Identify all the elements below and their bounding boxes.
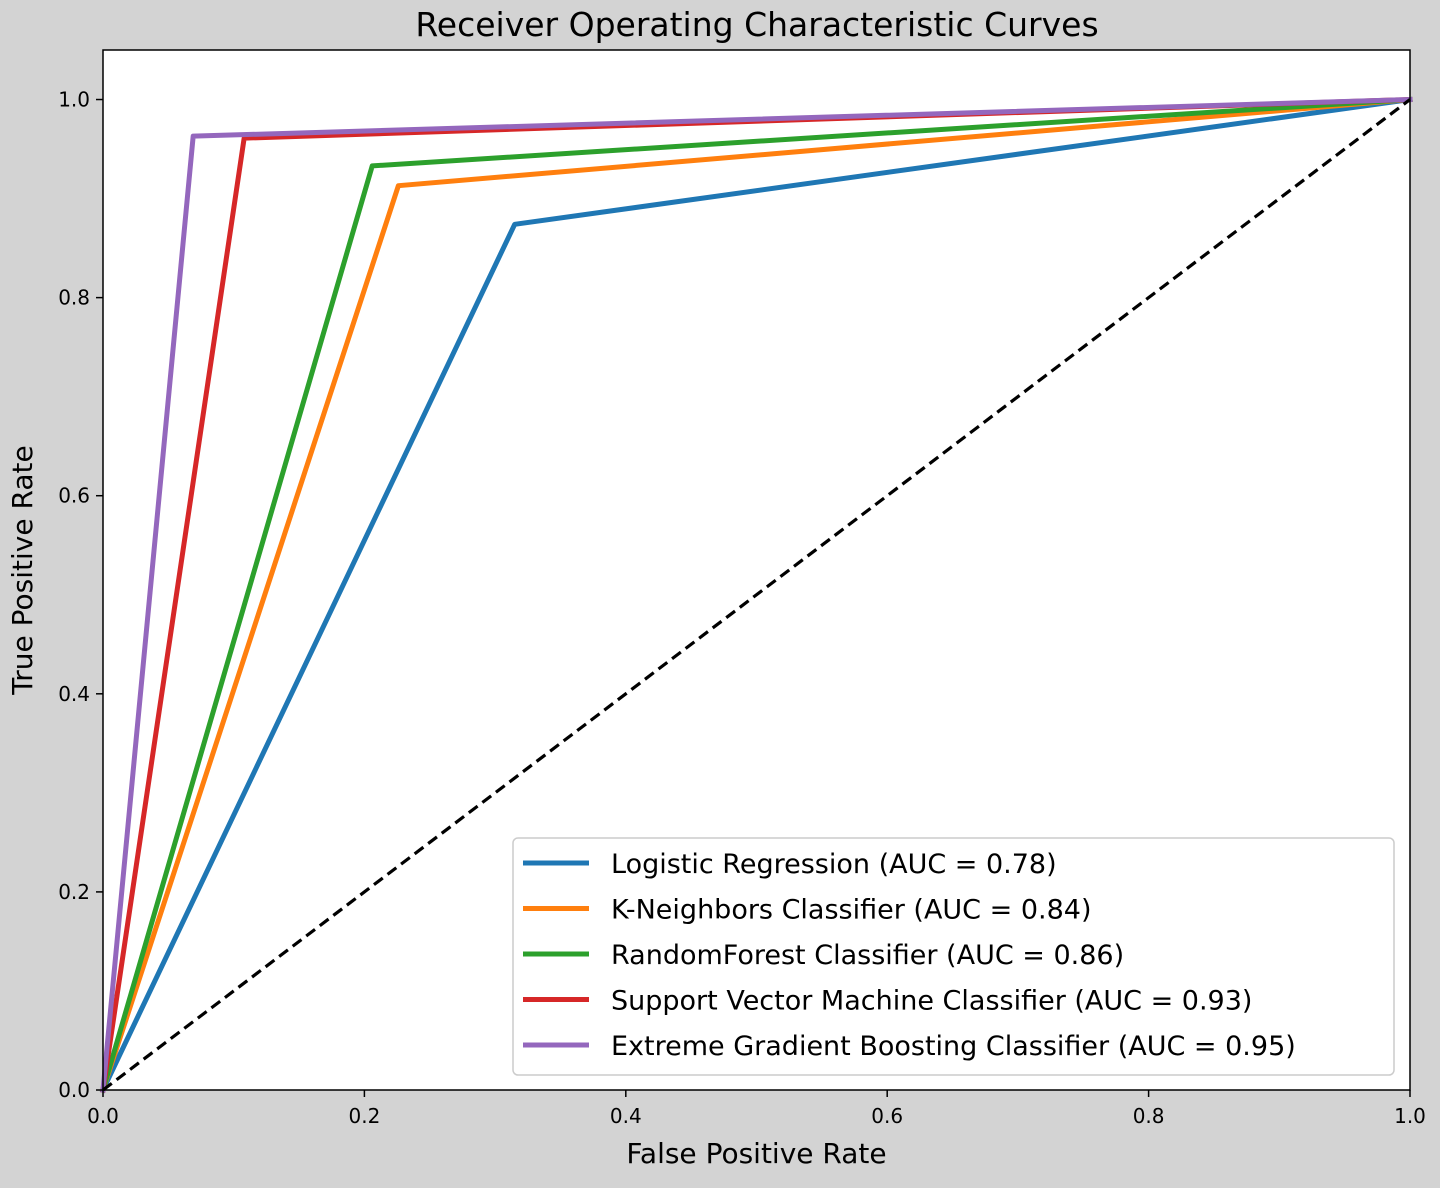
series-line-0 [99, 96, 1413, 1094]
legend-label-1: K-Neighbors Classifier (AUC = 0.84) [611, 895, 1091, 926]
plot-frame [102, 49, 1411, 1091]
reference-diagonal-line [102, 98, 1411, 1092]
y-tick-label: 0.6 [58, 484, 90, 508]
legend-label-3: Support Vector Machine Classifier (AUC =… [611, 986, 1252, 1017]
x-tick-label: 0.8 [1133, 1104, 1165, 1128]
legend-box [512, 837, 1395, 1076]
series-layer [99, 96, 1413, 1094]
x-tick-label: 0.4 [610, 1104, 642, 1128]
x-tick-label: 0.0 [87, 1104, 119, 1128]
legend-label-0: Logistic Regression (AUC = 0.78) [611, 849, 1057, 880]
legend: Logistic Regression (AUC = 0.78) K-Neighb… [512, 837, 1395, 1076]
x-axis-ticks: 0.0 0.2 0.4 0.6 0.8 1.0 [87, 1090, 1426, 1128]
x-tick-label: 1.0 [1394, 1104, 1426, 1128]
x-tick-label: 0.6 [871, 1104, 903, 1128]
series-line-2 [99, 96, 1413, 1094]
y-axis-label: True Positive Rate [6, 445, 39, 695]
y-tick-label: 0.8 [58, 286, 90, 310]
y-tick-label: 0.4 [58, 682, 90, 706]
y-tick-label: 0.2 [58, 880, 90, 904]
y-tick-label: 1.0 [58, 88, 90, 112]
series-line-4 [100, 96, 1413, 1093]
x-tick-label: 0.2 [348, 1104, 380, 1128]
y-tick-label: 0.0 [58, 1078, 90, 1102]
legend-label-2: RandomForest Classifier (AUC = 0.86) [611, 940, 1124, 971]
y-axis-ticks: 0.0 0.2 0.4 0.6 0.8 1.0 [58, 88, 103, 1102]
x-axis-label: False Positive Rate [626, 1137, 886, 1170]
legend-label-4: Extreme Gradient Boosting Classifier (AU… [611, 1031, 1296, 1062]
series-line-1 [99, 96, 1413, 1094]
chart-title: Receiver Operating Characteristic Curves [415, 5, 1098, 44]
